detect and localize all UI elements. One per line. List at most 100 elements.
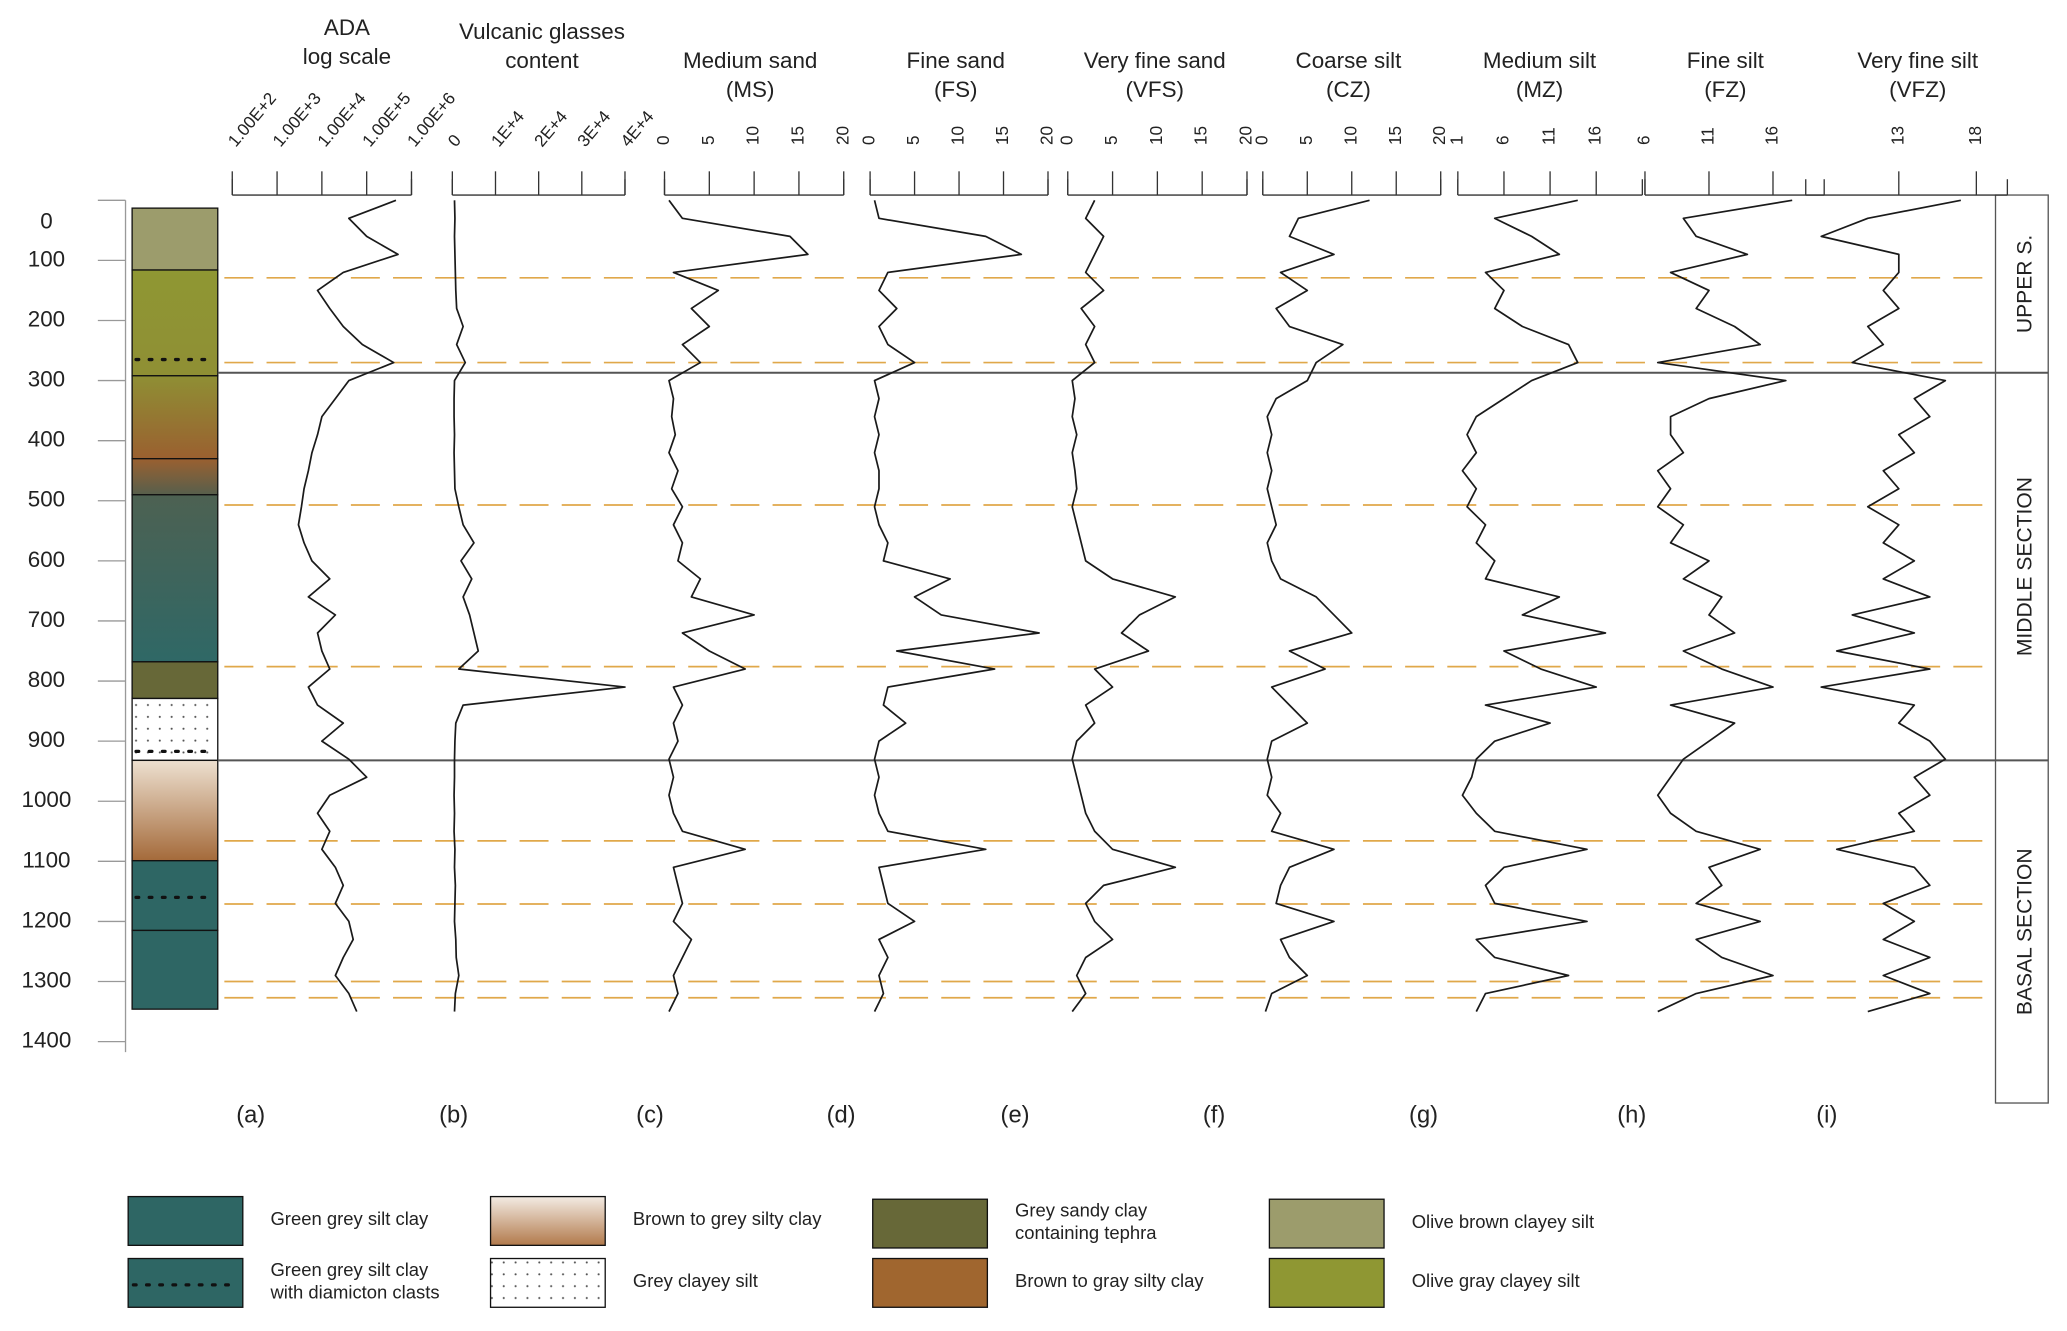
x-tick-label: 18 [1965, 126, 1985, 145]
panel-title: Fine sand [907, 48, 1005, 73]
legend-label: Grey clayey silt [633, 1270, 758, 1291]
panel-subtitle: content [505, 48, 579, 73]
legend-label: Grey sandy clay [1015, 1200, 1148, 1221]
panel-title: Vulcanic glasses [459, 19, 625, 44]
panel-letter: (f) [1203, 1102, 1225, 1128]
x-tick-label: 0 [1056, 135, 1076, 145]
x-tick-label: 5 [1296, 135, 1316, 145]
legend-label: Brown to gray silty clay [1015, 1270, 1204, 1291]
legend-label: containing tephra [1015, 1222, 1157, 1243]
legend-label: Olive brown clayey silt [1412, 1211, 1594, 1232]
lithology-layer [131, 375, 219, 460]
x-tick-label: 10 [743, 126, 763, 145]
panel-title: Coarse silt [1296, 48, 1403, 73]
panel-title: ADA [324, 15, 370, 40]
lithology-layer [131, 207, 219, 271]
depth-tick-label: 1400 [22, 1028, 72, 1053]
section-label: BASAL SECTION [2013, 848, 2036, 1015]
depth-tick-label: 800 [28, 667, 65, 692]
depth-tick-label: 300 [28, 367, 65, 392]
panel-letter: (e) [1001, 1102, 1030, 1128]
x-tick-label: 15 [1191, 126, 1211, 145]
legend-label: Olive gray clayey silt [1412, 1270, 1580, 1291]
panel-letter: (g) [1409, 1102, 1438, 1128]
profile-line [1656, 199, 1793, 1013]
lithology-layer [131, 929, 219, 1010]
depth-tick-label: 1300 [22, 967, 72, 992]
legend-label: Green grey silt clay [270, 1208, 429, 1229]
panel-subtitle: (VFS) [1126, 77, 1184, 102]
x-tick-label: 6 [1634, 135, 1654, 145]
x-tick-label: 13 [1887, 126, 1907, 145]
x-tick-label: 20 [1429, 126, 1449, 145]
panel-letter: (a) [236, 1102, 265, 1128]
panel-subtitle: (MS) [726, 77, 775, 102]
lithology-layer [131, 458, 219, 496]
depth-tick-label: 500 [28, 487, 65, 512]
x-tick-label: 20 [1037, 126, 1057, 145]
x-tick-label: 15 [992, 126, 1012, 145]
legend-swatch [489, 1257, 606, 1308]
depth-tick-label: 700 [28, 607, 65, 632]
depth-tick-label: 0 [40, 209, 52, 234]
x-tick-label: 5 [698, 135, 718, 145]
panel-title: Medium sand [683, 48, 817, 73]
legend-swatch [872, 1257, 989, 1308]
depth-tick-label: 1100 [22, 847, 70, 872]
x-tick-label: 5 [1101, 135, 1121, 145]
panel-subtitle: (FZ) [1704, 77, 1746, 102]
panel-letter: (d) [827, 1102, 856, 1128]
x-tick-label: 4E+4 [616, 106, 658, 150]
legend-swatch [872, 1198, 989, 1249]
profile-line [873, 200, 1040, 1012]
profile-line [1820, 199, 1962, 1013]
panel-letter: (h) [1617, 1102, 1646, 1128]
depth-tick-label: 100 [28, 246, 65, 271]
lithology-layer [131, 494, 219, 663]
panel-letter: (i) [1816, 1102, 1837, 1128]
x-tick-label: 16 [1585, 126, 1605, 145]
x-tick-label: 6 [1492, 135, 1512, 145]
x-tick-label: 11 [1539, 127, 1559, 145]
legend-swatch [1268, 1257, 1385, 1308]
profile-line [453, 200, 626, 1012]
x-tick-label: 15 [1385, 126, 1405, 145]
legend-swatch [127, 1195, 244, 1247]
panel-subtitle: (VFZ) [1889, 77, 1946, 102]
lithology-layer [131, 759, 219, 862]
depth-tick-label: 200 [28, 306, 65, 331]
panel-subtitle: (CZ) [1326, 77, 1371, 102]
x-tick-label: 15 [787, 126, 807, 145]
panel-title: Medium silt [1483, 48, 1597, 73]
legend-label: Green grey silt clay [270, 1259, 429, 1280]
x-tick-label: 1E+4 [487, 106, 529, 150]
profile-line [297, 199, 399, 1012]
lithology-layer [131, 860, 219, 932]
profile-line [668, 199, 809, 1012]
x-tick-label: 20 [1236, 126, 1256, 145]
legend-swatch [1268, 1198, 1385, 1249]
panel-title: Very fine sand [1084, 48, 1226, 73]
x-tick-label: 20 [832, 126, 852, 145]
x-tick-label: 0 [444, 130, 465, 150]
lithology-layer [131, 661, 219, 700]
panel-title: Very fine silt [1857, 48, 1978, 73]
panel-letter: (c) [636, 1102, 664, 1128]
legend-label: Brown to grey silty clay [633, 1208, 822, 1229]
panel-subtitle: log scale [303, 44, 391, 69]
panel-title: Fine silt [1687, 48, 1765, 73]
x-tick-label: 0 [653, 135, 673, 145]
legend-swatch [489, 1195, 606, 1247]
depth-tick-label: 900 [28, 727, 65, 752]
x-tick-label: 10 [1146, 126, 1166, 145]
depth-tick-label: 1200 [22, 907, 72, 932]
x-tick-label: 10 [948, 126, 968, 145]
section-label: UPPER S. [2013, 235, 2036, 333]
panel-subtitle: (MZ) [1516, 77, 1563, 102]
section-box [1994, 194, 2049, 1104]
depth-tick-label: 400 [28, 427, 65, 452]
section-label: MIDDLE SECTION [2013, 477, 2036, 656]
depth-tick-label: 600 [28, 547, 65, 572]
panel-letter: (b) [439, 1102, 468, 1128]
